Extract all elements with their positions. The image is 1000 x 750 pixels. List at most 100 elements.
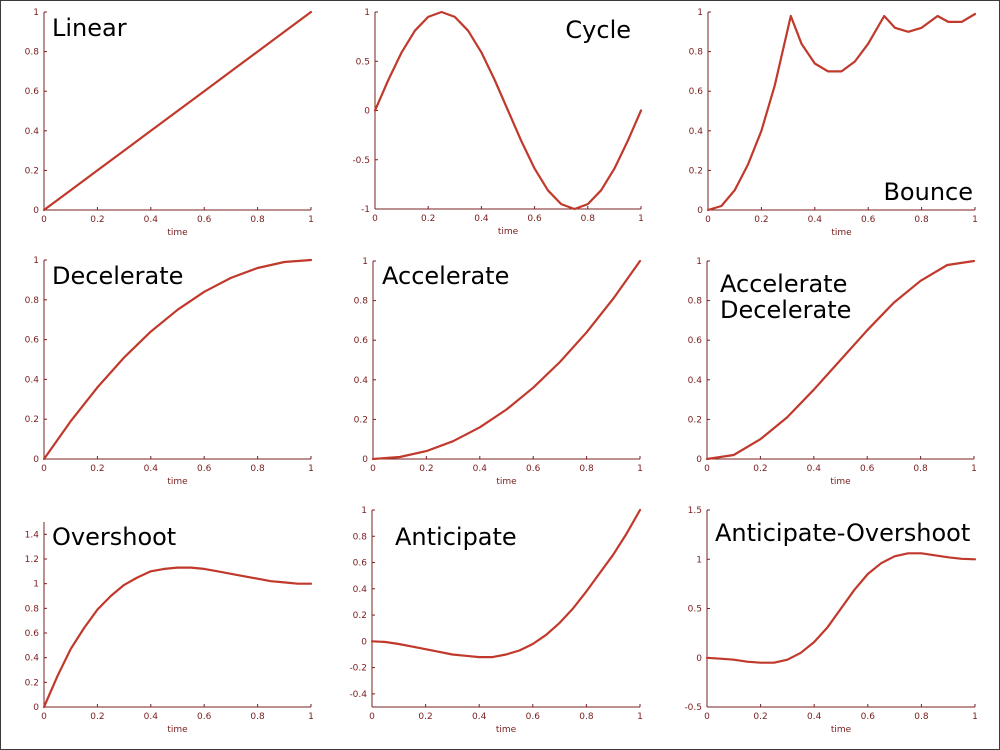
- y-tick-label: -0.2: [349, 664, 367, 674]
- x-tick-label: 0.8: [579, 464, 594, 474]
- x-tick-label: 0: [369, 712, 375, 722]
- y-tick-label: -0.5: [684, 703, 702, 713]
- chart-title: Anticipate-Overshoot: [715, 519, 970, 547]
- y-tick-label: 0.6: [688, 336, 703, 346]
- y-tick-label: 1.5: [688, 506, 702, 516]
- y-tick-label: 0.4: [353, 585, 368, 595]
- y-tick-label: 0.2: [354, 415, 368, 425]
- series-line: [371, 259, 642, 461]
- x-tick-label: 0.2: [90, 215, 104, 225]
- chart-panel-8: 0 0.2 0.4 0.6 0.8 1 -0.4 -0.2 0 0.2 0.4 0.6 0.8 1 time…: [349, 506, 642, 735]
- x-tick-label: 0.8: [914, 712, 929, 722]
- x-tick-label: 1: [308, 215, 314, 225]
- x-tick-label: 0.4: [808, 215, 823, 225]
- x-tick-label: 0.4: [807, 712, 822, 722]
- y-tick-label: 0.4: [25, 375, 40, 385]
- chart-title-line: Accelerate: [720, 270, 847, 298]
- chart-title-line: Cycle: [565, 16, 631, 44]
- x-tick-label: 0.2: [90, 464, 104, 474]
- x-tick-label: 0: [370, 464, 376, 474]
- x-tick-label: 0.4: [144, 215, 159, 225]
- series-line: [706, 12, 977, 212]
- y-tick-label: -1: [361, 205, 370, 215]
- x-tick-label: 0.6: [526, 712, 541, 722]
- x-tick-label: 0.6: [527, 214, 542, 224]
- series-line: [705, 552, 977, 664]
- x-tick-label: 0.8: [250, 464, 265, 474]
- y-tick-label: 0.8: [25, 296, 40, 306]
- x-tick-label: 0.2: [418, 712, 432, 722]
- chart-title: Accelerate Decelerate: [720, 270, 851, 324]
- chart-panel-9: 0 0.2 0.4 0.6 0.8 1-0.500.511.5timeAnticipate…: [684, 506, 977, 735]
- y-tick-label: 0.6: [25, 87, 40, 97]
- y-tick-label: 0: [362, 455, 368, 465]
- x-tick-label: 0.4: [474, 214, 489, 224]
- y-tick-label: 0.4: [25, 127, 40, 137]
- x-tick-label: 0: [705, 215, 711, 225]
- chart-title-line: Decelerate: [52, 262, 183, 290]
- chart-panel-6: 0 0.2 0.4 0.6 0.8 1 0 0.2 0.4 0.6 0.8 1 time Accelera…: [688, 257, 977, 487]
- x-tick-label: 0.6: [197, 712, 212, 722]
- y-tick-label: 0.4: [688, 376, 703, 386]
- y-tick-label: 0.6: [354, 336, 369, 346]
- y-tick-label: 0.2: [25, 166, 39, 176]
- y-tick-label: 1: [362, 257, 368, 267]
- y-tick-label: 0.2: [353, 611, 367, 621]
- x-tick-label: 0: [372, 214, 378, 224]
- chart-title: Overshoot: [52, 523, 176, 551]
- y-tick-label: 0.8: [25, 48, 40, 58]
- series-line: [42, 10, 313, 212]
- x-tick-label: 0.2: [754, 215, 768, 225]
- y-tick-label: 1: [697, 8, 703, 18]
- x-tick-label: 0: [704, 712, 710, 722]
- x-tick-label: 1: [972, 712, 978, 722]
- x-tick-label: 1: [308, 712, 314, 722]
- x-tick-label: 0.4: [807, 464, 822, 474]
- y-tick-label: 1: [33, 256, 39, 266]
- chart-title-line: Bounce: [883, 178, 973, 206]
- y-tick-label: 1: [33, 8, 39, 18]
- x-tick-label: 0.8: [914, 215, 929, 225]
- y-tick-label: 0.2: [25, 678, 39, 688]
- y-tick-label: 0.8: [25, 604, 40, 614]
- x-tick-label: 0.6: [197, 464, 212, 474]
- x-axis-label: time: [167, 725, 188, 735]
- x-tick-label: 0.6: [197, 215, 212, 225]
- x-tick-label: 1: [637, 712, 643, 722]
- y-tick-label: 0.5: [688, 605, 702, 615]
- y-tick-label: 0.4: [354, 376, 369, 386]
- x-tick-label: 0: [41, 712, 47, 722]
- y-tick-label: 0.6: [353, 559, 368, 569]
- x-tick-label: 1: [972, 215, 978, 225]
- y-tick-label: 0: [33, 455, 39, 465]
- y-tick-label: 1.4: [25, 530, 40, 540]
- x-axis-label: time: [498, 227, 519, 237]
- chart-title-line: Anticipate-Overshoot: [715, 519, 970, 547]
- y-tick-label: 0: [361, 637, 367, 647]
- y-tick-label: -0.5: [352, 156, 370, 166]
- x-tick-label: 0.6: [860, 464, 875, 474]
- x-tick-label: 1: [971, 464, 977, 474]
- x-tick-label: 0.2: [419, 464, 433, 474]
- x-tick-label: 0.2: [90, 712, 104, 722]
- y-tick-label: 0.6: [25, 629, 40, 639]
- x-tick-label: 0.6: [526, 464, 541, 474]
- chart-title: Linear: [52, 14, 127, 42]
- chart-panel-5: 0 0.2 0.4 0.6 0.8 1 0 0.2 0.4 0.6 0.8 1 time Accelera…: [354, 257, 643, 487]
- y-tick-label: 0: [696, 654, 702, 664]
- chart-title: Accelerate: [382, 262, 509, 290]
- series-line: [42, 566, 313, 709]
- chart-title-line: Anticipate: [395, 523, 517, 551]
- y-tick-label: 0.4: [25, 654, 40, 664]
- x-tick-label: 0: [704, 464, 710, 474]
- chart-title-line: Linear: [52, 14, 127, 42]
- y-tick-label: 0.2: [688, 415, 702, 425]
- x-tick-label: 0.8: [579, 712, 594, 722]
- x-tick-label: 0.4: [144, 464, 159, 474]
- x-axis-label: time: [496, 477, 517, 487]
- y-tick-label: 0.8: [688, 297, 703, 307]
- x-tick-label: 0.4: [144, 712, 159, 722]
- y-tick-label: 0.8: [353, 532, 368, 542]
- y-tick-label: 0: [697, 206, 703, 216]
